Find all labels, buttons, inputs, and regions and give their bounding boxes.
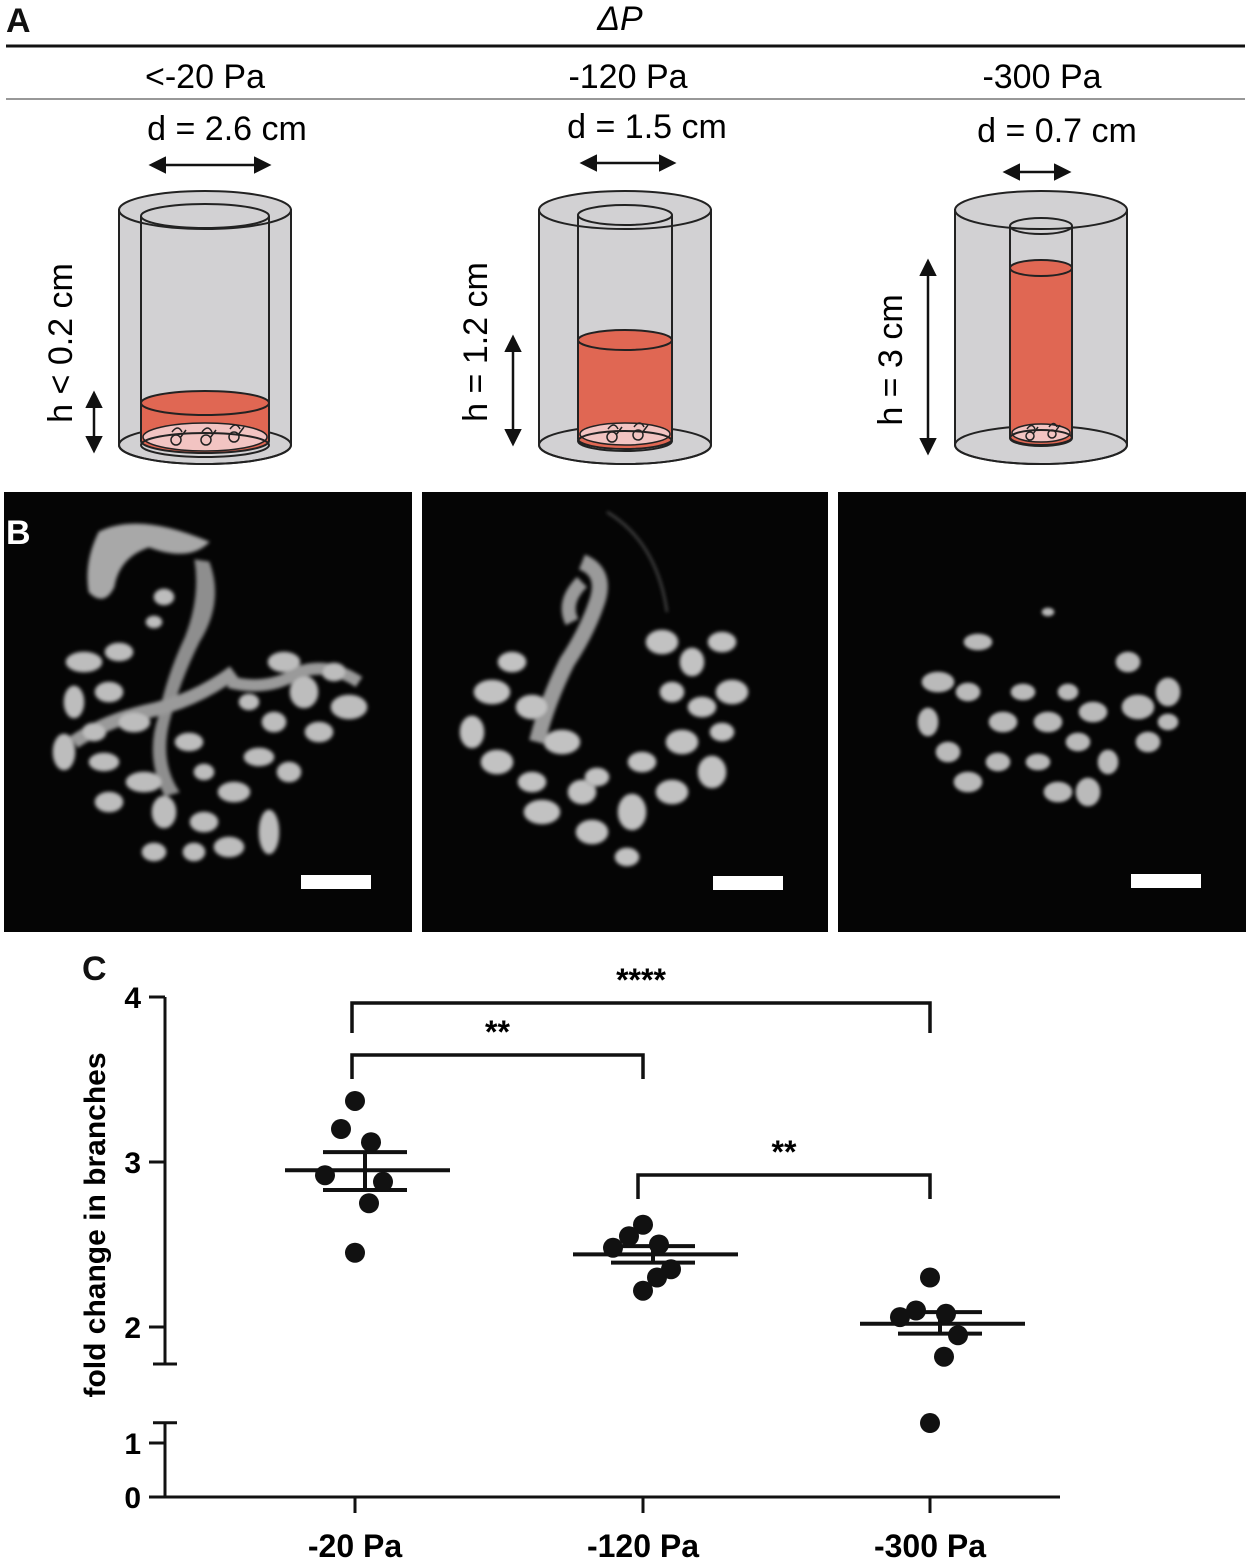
- data-point: [331, 1119, 351, 1139]
- data-point: [619, 1226, 639, 1247]
- panel-a-diagram: ΔP <-20 Pa -120 Pa -300 Pa d = 2.6 cm d …: [0, 0, 1250, 485]
- scale-bar-3: [1131, 874, 1201, 888]
- chamber-3: [954, 190, 1128, 465]
- diameter-label-3: d = 0.7 cm: [977, 112, 1137, 150]
- micrograph-2: [422, 492, 828, 932]
- data-point: [315, 1165, 335, 1186]
- data-point: [361, 1132, 381, 1153]
- chamber-diagram: ΔP <-20 Pa -120 Pa -300 Pa d = 2.6 cm d …: [6, 0, 1245, 465]
- significance-bracket: [350, 1001, 932, 1033]
- diameter-label-1: d = 2.6 cm: [147, 110, 307, 148]
- scale-bar-1: [301, 875, 371, 889]
- data-point: [373, 1171, 393, 1192]
- y-tick-label: 2: [124, 1312, 141, 1345]
- data-point: [920, 1413, 940, 1434]
- y-tick-label: 4: [124, 982, 141, 1015]
- data-point: [920, 1267, 940, 1288]
- height-label-1: h < 0.2 cm: [42, 263, 80, 423]
- significance-layer: ********: [350, 962, 932, 1199]
- y-tick-label: 3: [124, 1147, 141, 1180]
- axis-layer: 0 1 2 3 4 -20 Pa -120 Pa -300 Pa: [124, 982, 1060, 1564]
- x-tick-label: -20 Pa: [308, 1528, 402, 1561]
- data-point: [633, 1214, 653, 1235]
- data-point: [906, 1300, 926, 1321]
- diameter-label-2: d = 1.5 cm: [567, 108, 727, 146]
- lung-explant-image-2: [459, 511, 783, 890]
- point-layer: [315, 1090, 968, 1434]
- panel-c-letter: C: [82, 950, 107, 988]
- delta-p-header: ΔP: [596, 0, 643, 38]
- significance-label: ****: [616, 962, 666, 998]
- significance-label: **: [772, 1134, 797, 1170]
- tissue-explants-1: [170, 424, 245, 446]
- data-point: [649, 1234, 669, 1255]
- data-point: [948, 1325, 968, 1346]
- data-point: [603, 1237, 623, 1258]
- y-tick-label: 1: [124, 1428, 141, 1461]
- tissue-explants-3: [1025, 422, 1061, 441]
- panel-a-letter: A: [6, 2, 31, 40]
- branching-scatter-chart: fold change in branches 0 1 2 3 4 -20 Pa -120 …: [79, 962, 1060, 1564]
- significance-label: **: [485, 1014, 510, 1050]
- data-point: [345, 1090, 365, 1111]
- y-tick-label: 0: [124, 1482, 141, 1515]
- x-tick-label: -120 Pa: [587, 1528, 699, 1561]
- data-point: [633, 1280, 653, 1301]
- pressure-label-2: -120 Pa: [568, 58, 687, 96]
- panel-b-letter: B: [6, 514, 31, 552]
- micrograph-3: [838, 492, 1246, 932]
- panel-b-micrographs: [0, 492, 1250, 934]
- significance-bracket: [350, 1053, 645, 1079]
- data-point: [647, 1267, 667, 1288]
- data-point: [359, 1193, 379, 1214]
- lung-explant-image-1: [52, 523, 371, 889]
- x-tick-label: -300 Pa: [874, 1528, 986, 1561]
- chamber-1: [118, 190, 292, 465]
- y-axis-label: fold change in branches: [79, 1052, 112, 1397]
- chamber-2: [538, 190, 712, 465]
- data-point: [934, 1346, 954, 1367]
- height-label-3: h = 3 cm: [872, 294, 910, 425]
- data-point: [936, 1303, 956, 1324]
- pressure-label-1: <-20 Pa: [145, 58, 265, 96]
- mean-sem-layer: [285, 1150, 1025, 1336]
- panel-c-chart: fold change in branches 0 1 2 3 4 -20 Pa -120 …: [0, 945, 1250, 1564]
- tissue-explants-2: [606, 422, 649, 443]
- height-label-2: h = 1.2 cm: [457, 262, 495, 422]
- scale-bar-2: [713, 876, 783, 890]
- lung-explant-image-3: [917, 607, 1201, 888]
- data-point: [345, 1242, 365, 1263]
- pressure-label-3: -300 Pa: [982, 58, 1101, 96]
- data-point: [890, 1307, 910, 1328]
- micrograph-1: [4, 492, 412, 932]
- significance-bracket: [636, 1173, 932, 1199]
